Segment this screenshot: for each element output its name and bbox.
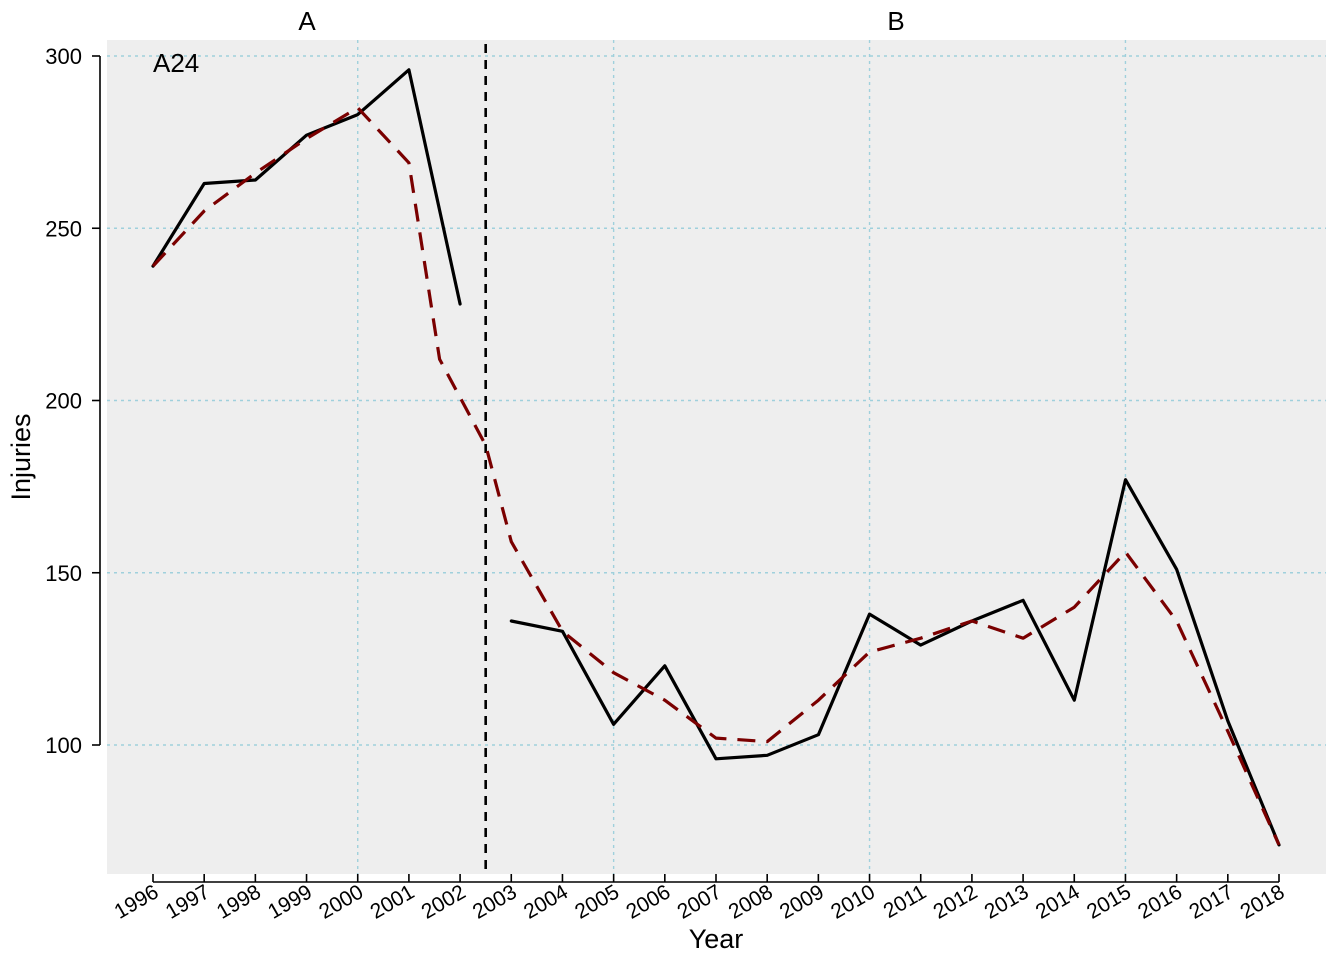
x-axis-label: Year	[689, 924, 744, 954]
x-tick-label: 2006	[622, 880, 674, 923]
y-axis: 100 150 200 250 300	[45, 44, 101, 758]
x-tick-label: 2003	[469, 880, 521, 923]
x-tick-label: 2002	[418, 880, 470, 923]
x-tick-label: 1997	[162, 880, 214, 923]
grid-lines	[107, 40, 1326, 874]
x-tick-label: 2010	[827, 880, 879, 923]
series-lines	[151, 68, 1281, 847]
y-tick-label: 150	[45, 561, 82, 586]
x-tick-label: 2014	[1032, 880, 1084, 923]
x-tick-label: 2011	[880, 880, 931, 923]
x-tick-label: 2017	[1185, 880, 1237, 923]
x-tick-label: 2000	[315, 880, 367, 923]
plot-background	[107, 40, 1326, 874]
x-tick-label: 2015	[1083, 880, 1135, 923]
x-tick-label: 2007	[674, 880, 726, 923]
x-tick-label: 2018	[1237, 880, 1289, 923]
x-tick-label: 2009	[776, 880, 828, 923]
x-tick-label: 1998	[213, 880, 265, 923]
y-tick-label: 250	[45, 216, 82, 241]
y-tick-label: 200	[45, 389, 82, 414]
panel-label-b: B	[887, 6, 904, 36]
x-tick-label: 2005	[571, 880, 623, 923]
observed-line	[509, 478, 1281, 847]
x-tick-label: 1996	[111, 880, 163, 923]
y-tick-label: 100	[45, 733, 82, 758]
x-tick-label: 1999	[264, 880, 316, 923]
x-tick-label: 2012	[929, 880, 981, 923]
trend-line	[151, 106, 1281, 846]
x-tick-label: 2008	[725, 880, 777, 923]
x-tick-label: 2001	[366, 880, 418, 923]
panel-label-a: A	[298, 6, 316, 36]
x-tick-label: 2016	[1134, 880, 1186, 923]
x-tick-label: 2004	[520, 880, 572, 923]
x-tick-label: 2013	[981, 880, 1033, 923]
y-axis-label: Injuries	[6, 413, 36, 500]
chart-annotation: A24	[153, 48, 199, 78]
observed-line	[151, 68, 462, 306]
y-tick-label: 300	[45, 44, 82, 69]
x-axis: 1996 1997 1998 1999 2000 2001 2002 2003 2004 2005…	[111, 874, 1289, 924]
